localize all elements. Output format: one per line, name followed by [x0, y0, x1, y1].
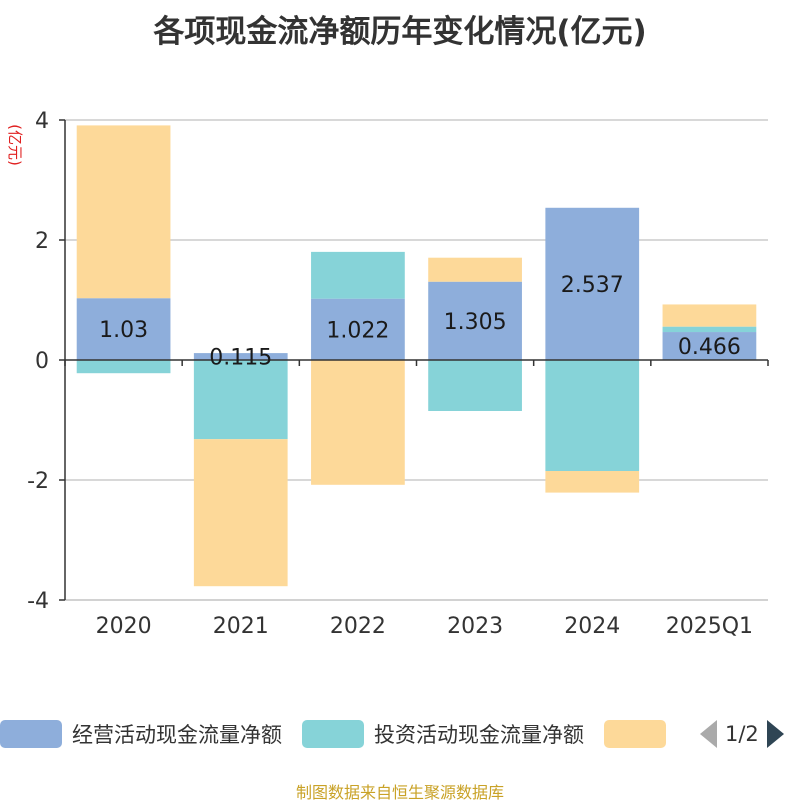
- bar-series3-2021[interactable]: [193, 439, 288, 587]
- legend-pager: 1/2: [700, 716, 784, 752]
- bar-series1-2025Q1[interactable]: [662, 332, 757, 360]
- x-tick-label: 2022: [330, 614, 386, 639]
- bar-series2-2024[interactable]: [545, 360, 640, 471]
- bar-series2-2023[interactable]: [428, 360, 522, 411]
- y-tick-label: 0: [35, 349, 49, 374]
- data-label-2023: 1.305: [444, 310, 507, 335]
- legend-item-3[interactable]: [604, 720, 676, 748]
- bar-series3-2022[interactable]: [311, 360, 405, 485]
- x-tick-label: 2025Q1: [666, 614, 753, 639]
- data-label-layer: 1.03 0.115 1.022 1.305 2.537 0.466: [99, 273, 741, 371]
- x-tick-label: 2020: [96, 614, 152, 639]
- legend-swatch: [604, 720, 666, 748]
- legend-item-2[interactable]: 投资活动现金流量净额: [302, 719, 584, 749]
- bar-series1-2022[interactable]: [311, 298, 405, 360]
- bar-series2-2022[interactable]: [311, 251, 405, 299]
- bar-series3-2025Q1[interactable]: [662, 304, 757, 327]
- legend-label: 经营活动现金流量净额: [72, 723, 282, 747]
- data-label-2021: 0.115: [209, 346, 272, 371]
- legend-page-indicator: 1/2: [725, 722, 759, 746]
- axes: -4 -2 0 2 4 2020 2021 2022 2023 2024 2025Q1: [27, 109, 769, 639]
- legend-label: 投资活动现金流量净额: [374, 723, 584, 747]
- bar-series3-2020[interactable]: [76, 125, 171, 299]
- data-label-2025Q1: 0.466: [678, 335, 741, 360]
- legend: 经营活动现金流量净额 投资活动现金流量净额: [0, 716, 696, 752]
- legend-swatch: [302, 720, 364, 748]
- chart-title: 各项现金流净额历年变化情况(亿元): [153, 14, 647, 50]
- bar-series1-2023[interactable]: [428, 281, 522, 360]
- legend-swatch: [0, 720, 62, 748]
- bar-series1-2024[interactable]: [545, 207, 640, 360]
- data-label-2020: 1.03: [99, 318, 148, 343]
- data-label-2022: 1.022: [326, 318, 389, 343]
- x-tick-label: 2021: [213, 614, 269, 639]
- y-tick-label: 2: [35, 229, 49, 254]
- bar-series3-2023[interactable]: [428, 257, 522, 282]
- legend-next-arrow-icon[interactable]: [766, 720, 784, 748]
- bar-layer: [76, 125, 757, 587]
- bar-series2-2020[interactable]: [76, 360, 171, 374]
- x-tick-label: 2023: [447, 614, 503, 639]
- bar-series2-2021[interactable]: [193, 360, 288, 440]
- bar-series1-2021[interactable]: [193, 353, 288, 360]
- x-tick-label: 2024: [564, 614, 620, 639]
- source-note: 制图数据来自恒生聚源数据库: [295, 783, 504, 802]
- y-axis-unit-label: (亿元): [6, 124, 24, 166]
- y-tick-label: -4: [27, 589, 49, 614]
- legend-item-1[interactable]: 经营活动现金流量净额: [0, 719, 282, 749]
- bar-series2-2025Q1[interactable]: [662, 326, 757, 333]
- data-label-2024: 2.537: [561, 273, 624, 298]
- bar-series1-2020[interactable]: [76, 298, 171, 360]
- legend-prev-arrow-icon[interactable]: [700, 720, 717, 748]
- bar-series3-2024[interactable]: [545, 471, 640, 493]
- y-tick-label: 4: [35, 109, 49, 134]
- grid-lines: [65, 119, 768, 601]
- y-tick-label: -2: [27, 469, 49, 494]
